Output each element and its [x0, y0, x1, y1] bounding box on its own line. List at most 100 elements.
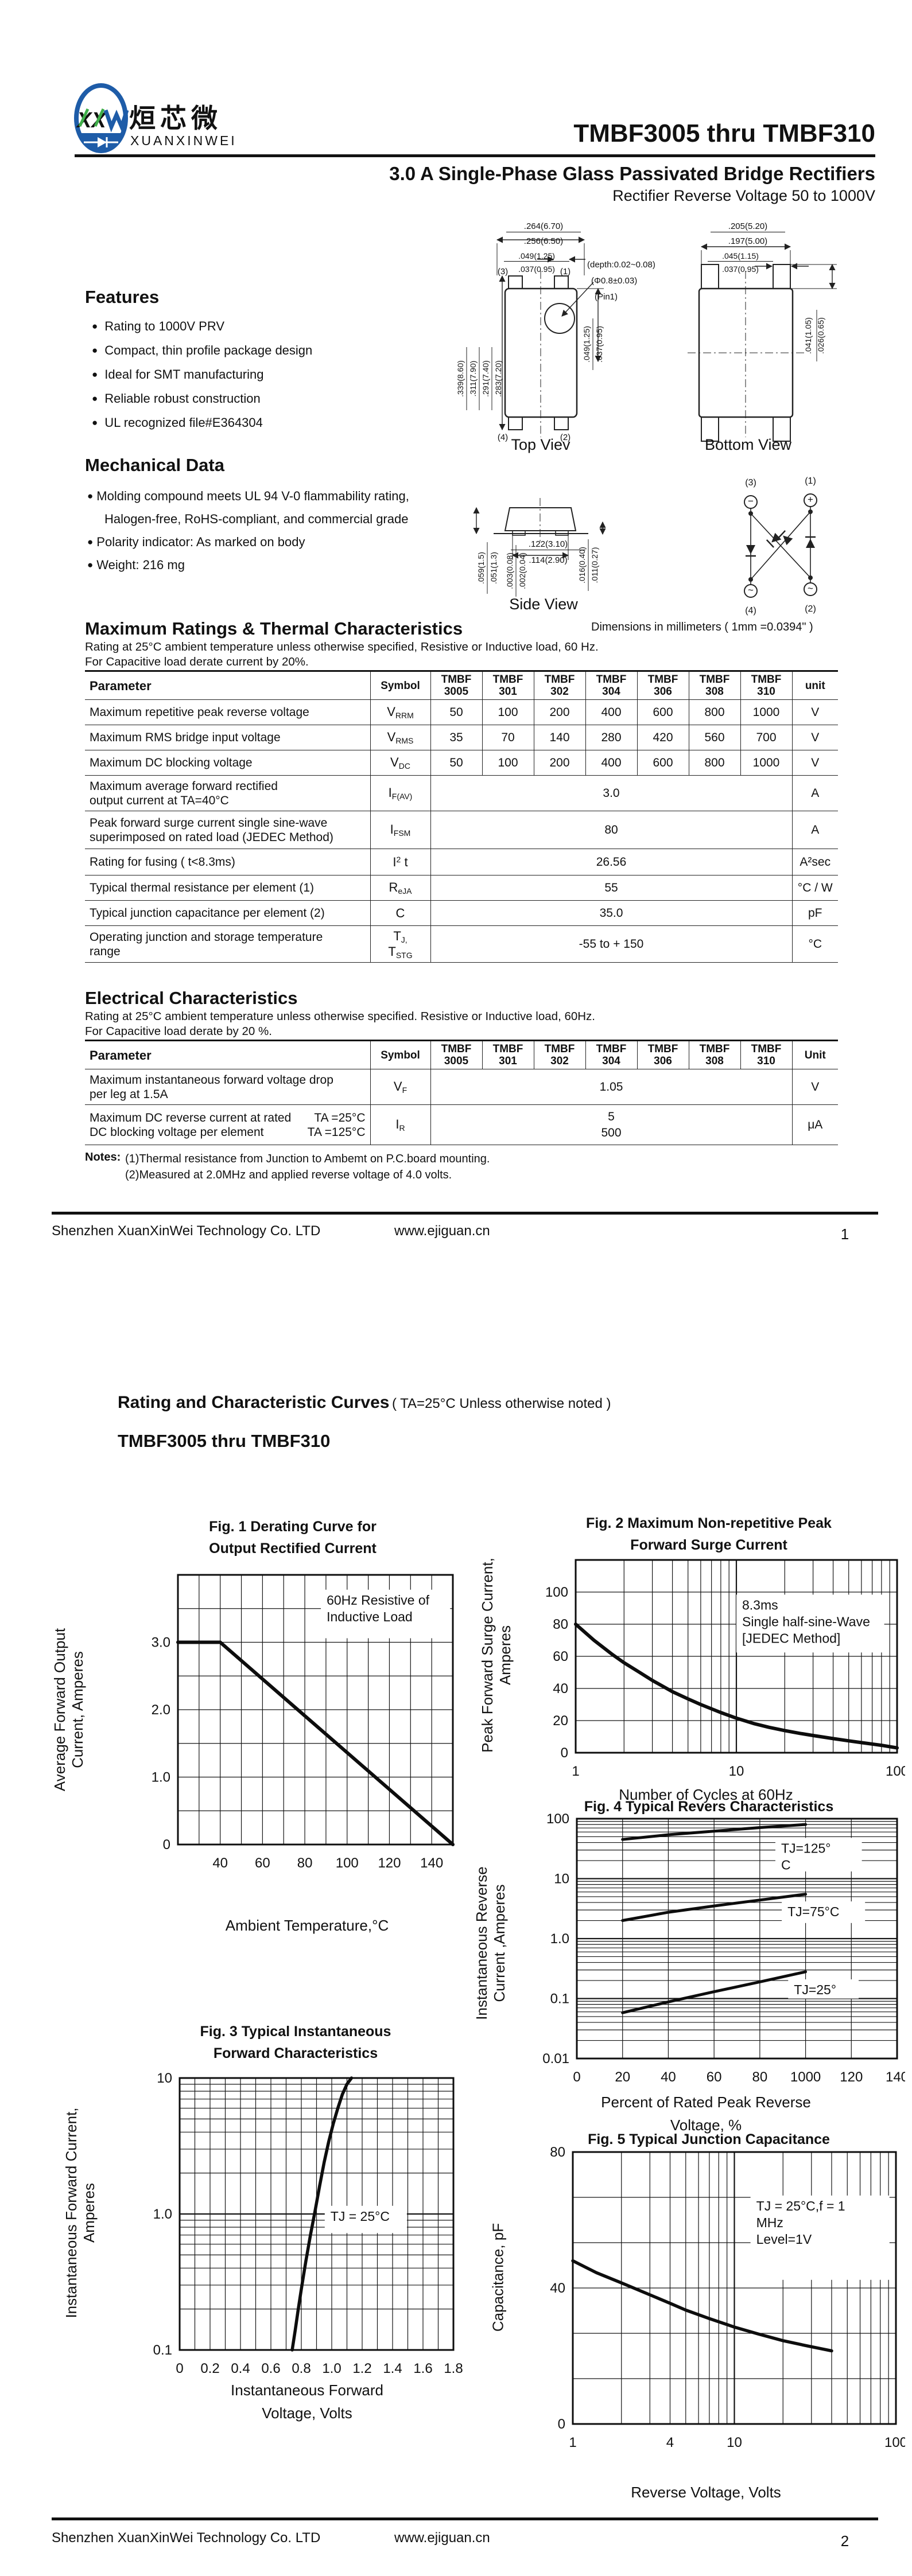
svg-text:1: 1: [572, 1764, 579, 1779]
value-cell: 50: [430, 699, 483, 725]
unit-cell: A: [791, 811, 838, 849]
sideview-caption: Side View: [509, 596, 578, 613]
svg-text:0: 0: [163, 1837, 170, 1853]
svg-text:120: 120: [378, 1855, 401, 1871]
footer1-website: www.ejiguan.cn: [394, 1223, 490, 1239]
svg-text:1: 1: [569, 2435, 576, 2450]
symbol-cell: IR: [370, 1104, 431, 1145]
column-header: TMBF 3005: [430, 670, 483, 700]
svg-text:C: C: [781, 1857, 791, 1872]
value-cell: 55: [430, 875, 793, 901]
fig5-xaxis-label: Reverse Voltage, Volts: [631, 2484, 781, 2501]
svg-text:100: 100: [545, 1585, 568, 1600]
fig2-title: Fig. 2 Maximum Non-repetitive Peak Forwar…: [586, 1515, 832, 1553]
column-header: TMBF 310: [740, 1040, 793, 1069]
svg-text:10: 10: [157, 2071, 172, 2086]
brand-chinese-name: 烜芯微: [129, 103, 222, 133]
value-cell: 600: [637, 699, 689, 725]
mechanical-item: ● Weight: 216 mg: [87, 558, 185, 572]
svg-text:80: 80: [550, 2145, 565, 2160]
schematic-minus-icon: −: [748, 496, 754, 507]
topview-dim-width-max: .264(6.70): [506, 221, 581, 232]
chart-fig3-forward-characteristics: TJ = 25°C 0 0.2 0.4 0.6 0.8 1.0 1.2 1.4 1.6 1.8 0.1…: [153, 2071, 463, 2376]
svg-text:1000: 1000: [790, 2069, 821, 2085]
table-row: Peak forward surge current single sine-w…: [85, 811, 838, 849]
topview-dim-right-min: .037(0.95): [595, 326, 604, 363]
table-row: Maximum instantaneous forward voltage dr…: [85, 1069, 838, 1105]
ratings-condition1: Rating at 25°C ambient temperature unles…: [85, 640, 599, 653]
value-cell: 400: [585, 750, 638, 776]
topview-dim-h1: .339(8.60): [456, 360, 465, 397]
topview-dim-pin-max: .049(1.25): [504, 251, 569, 262]
bottomview-dim-right-min: .026(0.65): [816, 317, 825, 354]
svg-text:0: 0: [176, 2361, 183, 2376]
svg-text:[JEDEC Method]: [JEDEC Method]: [742, 1631, 840, 1645]
doc-subtitle2: Rectifier Reverse Voltage 50 to 1000V: [612, 187, 875, 204]
doc-subtitle: 3.0 A Single-Phase Glass Passivated Brid…: [389, 163, 875, 184]
footer1-page-number: 1: [840, 1225, 849, 1243]
svg-text:1.0: 1.0: [153, 2207, 172, 2222]
unit-cell: μA: [791, 1104, 838, 1145]
unit-cell: A²sec: [791, 849, 838, 875]
column-header: Parameter: [85, 1040, 371, 1069]
value-cell: 5 500: [430, 1104, 793, 1145]
column-header: TMBF 306: [637, 670, 689, 700]
chart-fig5-junction-capacitance: TJ = 25°C,f = 1 MHz Level=1V 1 4 10 100 0 40 80: [550, 2145, 905, 2450]
bottomview-caption: Bottom View: [704, 436, 792, 453]
bottomview-dim-right-max: .041(1.05): [804, 317, 813, 354]
symbol-cell: VDC: [370, 750, 431, 776]
svg-text:TJ=75°C: TJ=75°C: [787, 1904, 839, 1919]
topview-dim-h2: .311(7.90): [468, 360, 478, 397]
svg-text:10: 10: [729, 1764, 744, 1779]
fig4-yaxis-label: Instantaneous Reverse Current ,Amperes: [473, 1866, 508, 2020]
footer1-company: Shenzhen XuanXinWei Technology Co. LTD: [52, 1223, 321, 1239]
mechanical-item: Halogen-free, RoHS-compliant, and commer…: [104, 512, 409, 526]
value-cell: 420: [637, 725, 689, 750]
parameter-cell: Rating for fusing ( t<8.3ms): [85, 849, 371, 875]
svg-text:0.01: 0.01: [542, 2051, 569, 2067]
footer2-website: www.ejiguan.cn: [394, 2530, 490, 2546]
symbol-cell: IFSM: [370, 811, 431, 849]
table-row: Typical junction capacitance per element…: [85, 900, 838, 926]
value-cell: 50: [430, 750, 483, 776]
footer1-divider: [52, 1212, 878, 1215]
table-row: Maximum repetitive peak reverse voltage V…: [85, 699, 838, 725]
curves-heading: Rating and Characteristic Curves ( TA=25…: [118, 1393, 611, 1412]
schematic-terminal4: (4): [745, 606, 756, 616]
svg-text:60: 60: [707, 2069, 722, 2085]
svg-text:3.0: 3.0: [152, 1635, 170, 1651]
svg-text:MHz: MHz: [756, 2215, 783, 2230]
svg-text:2.0: 2.0: [152, 1702, 170, 1718]
company-logo-icon: XX: [74, 83, 129, 153]
bottomview-dim-pin-min: .037(0.95): [722, 264, 759, 274]
svg-text:TJ=25°: TJ=25°: [794, 1982, 836, 1997]
fig3-title: Fig. 3 Typical Instantaneous Forward Char…: [200, 2024, 391, 2061]
svg-text:0: 0: [558, 2417, 565, 2432]
value-cell: 80: [430, 811, 793, 849]
table-row: Maximum DC blocking voltage VDC 50 100 200 40…: [85, 750, 838, 776]
parameter-cell: Maximum DC reverse current at rated TA =2…: [85, 1104, 371, 1145]
svg-text:40: 40: [661, 2069, 676, 2085]
svg-text:0.1: 0.1: [153, 2342, 172, 2358]
fig4-xaxis-label: Percent of Rated Peak Reverse Voltage, %: [601, 2094, 811, 2134]
bottomview-dim-width-max: .205(5.20): [711, 221, 785, 232]
footer2-page-number: 2: [840, 2532, 849, 2550]
svg-text:1.0: 1.0: [550, 1931, 569, 1947]
topview-pin2-label: (2): [560, 433, 571, 442]
column-header: Parameter: [85, 670, 371, 700]
value-cell: 26.56: [430, 849, 793, 875]
parameter-cell: Maximum average forward rectified output …: [85, 775, 371, 811]
topview-pin1-note: (Pin1): [595, 292, 618, 302]
value-cell: 1000: [740, 750, 793, 776]
svg-text:TJ=125°: TJ=125°: [781, 1840, 831, 1855]
fig1-yaxis-label: Average Forward Output Current, Amperes: [51, 1628, 86, 1792]
topview-dim-right-max: .049(1.25): [582, 326, 591, 363]
feature-item: ● Rating to 1000V PRV: [92, 319, 225, 333]
notes-label: Notes:: [85, 1151, 121, 1164]
fig1-xaxis-label: Ambient Temperature,°C: [225, 1917, 389, 1934]
column-header: TMBF 308: [688, 1040, 741, 1069]
package-drawing: [466, 236, 837, 598]
value-cell: 700: [740, 725, 793, 750]
svg-text:10: 10: [554, 1871, 569, 1887]
value-cell: 400: [585, 699, 638, 725]
